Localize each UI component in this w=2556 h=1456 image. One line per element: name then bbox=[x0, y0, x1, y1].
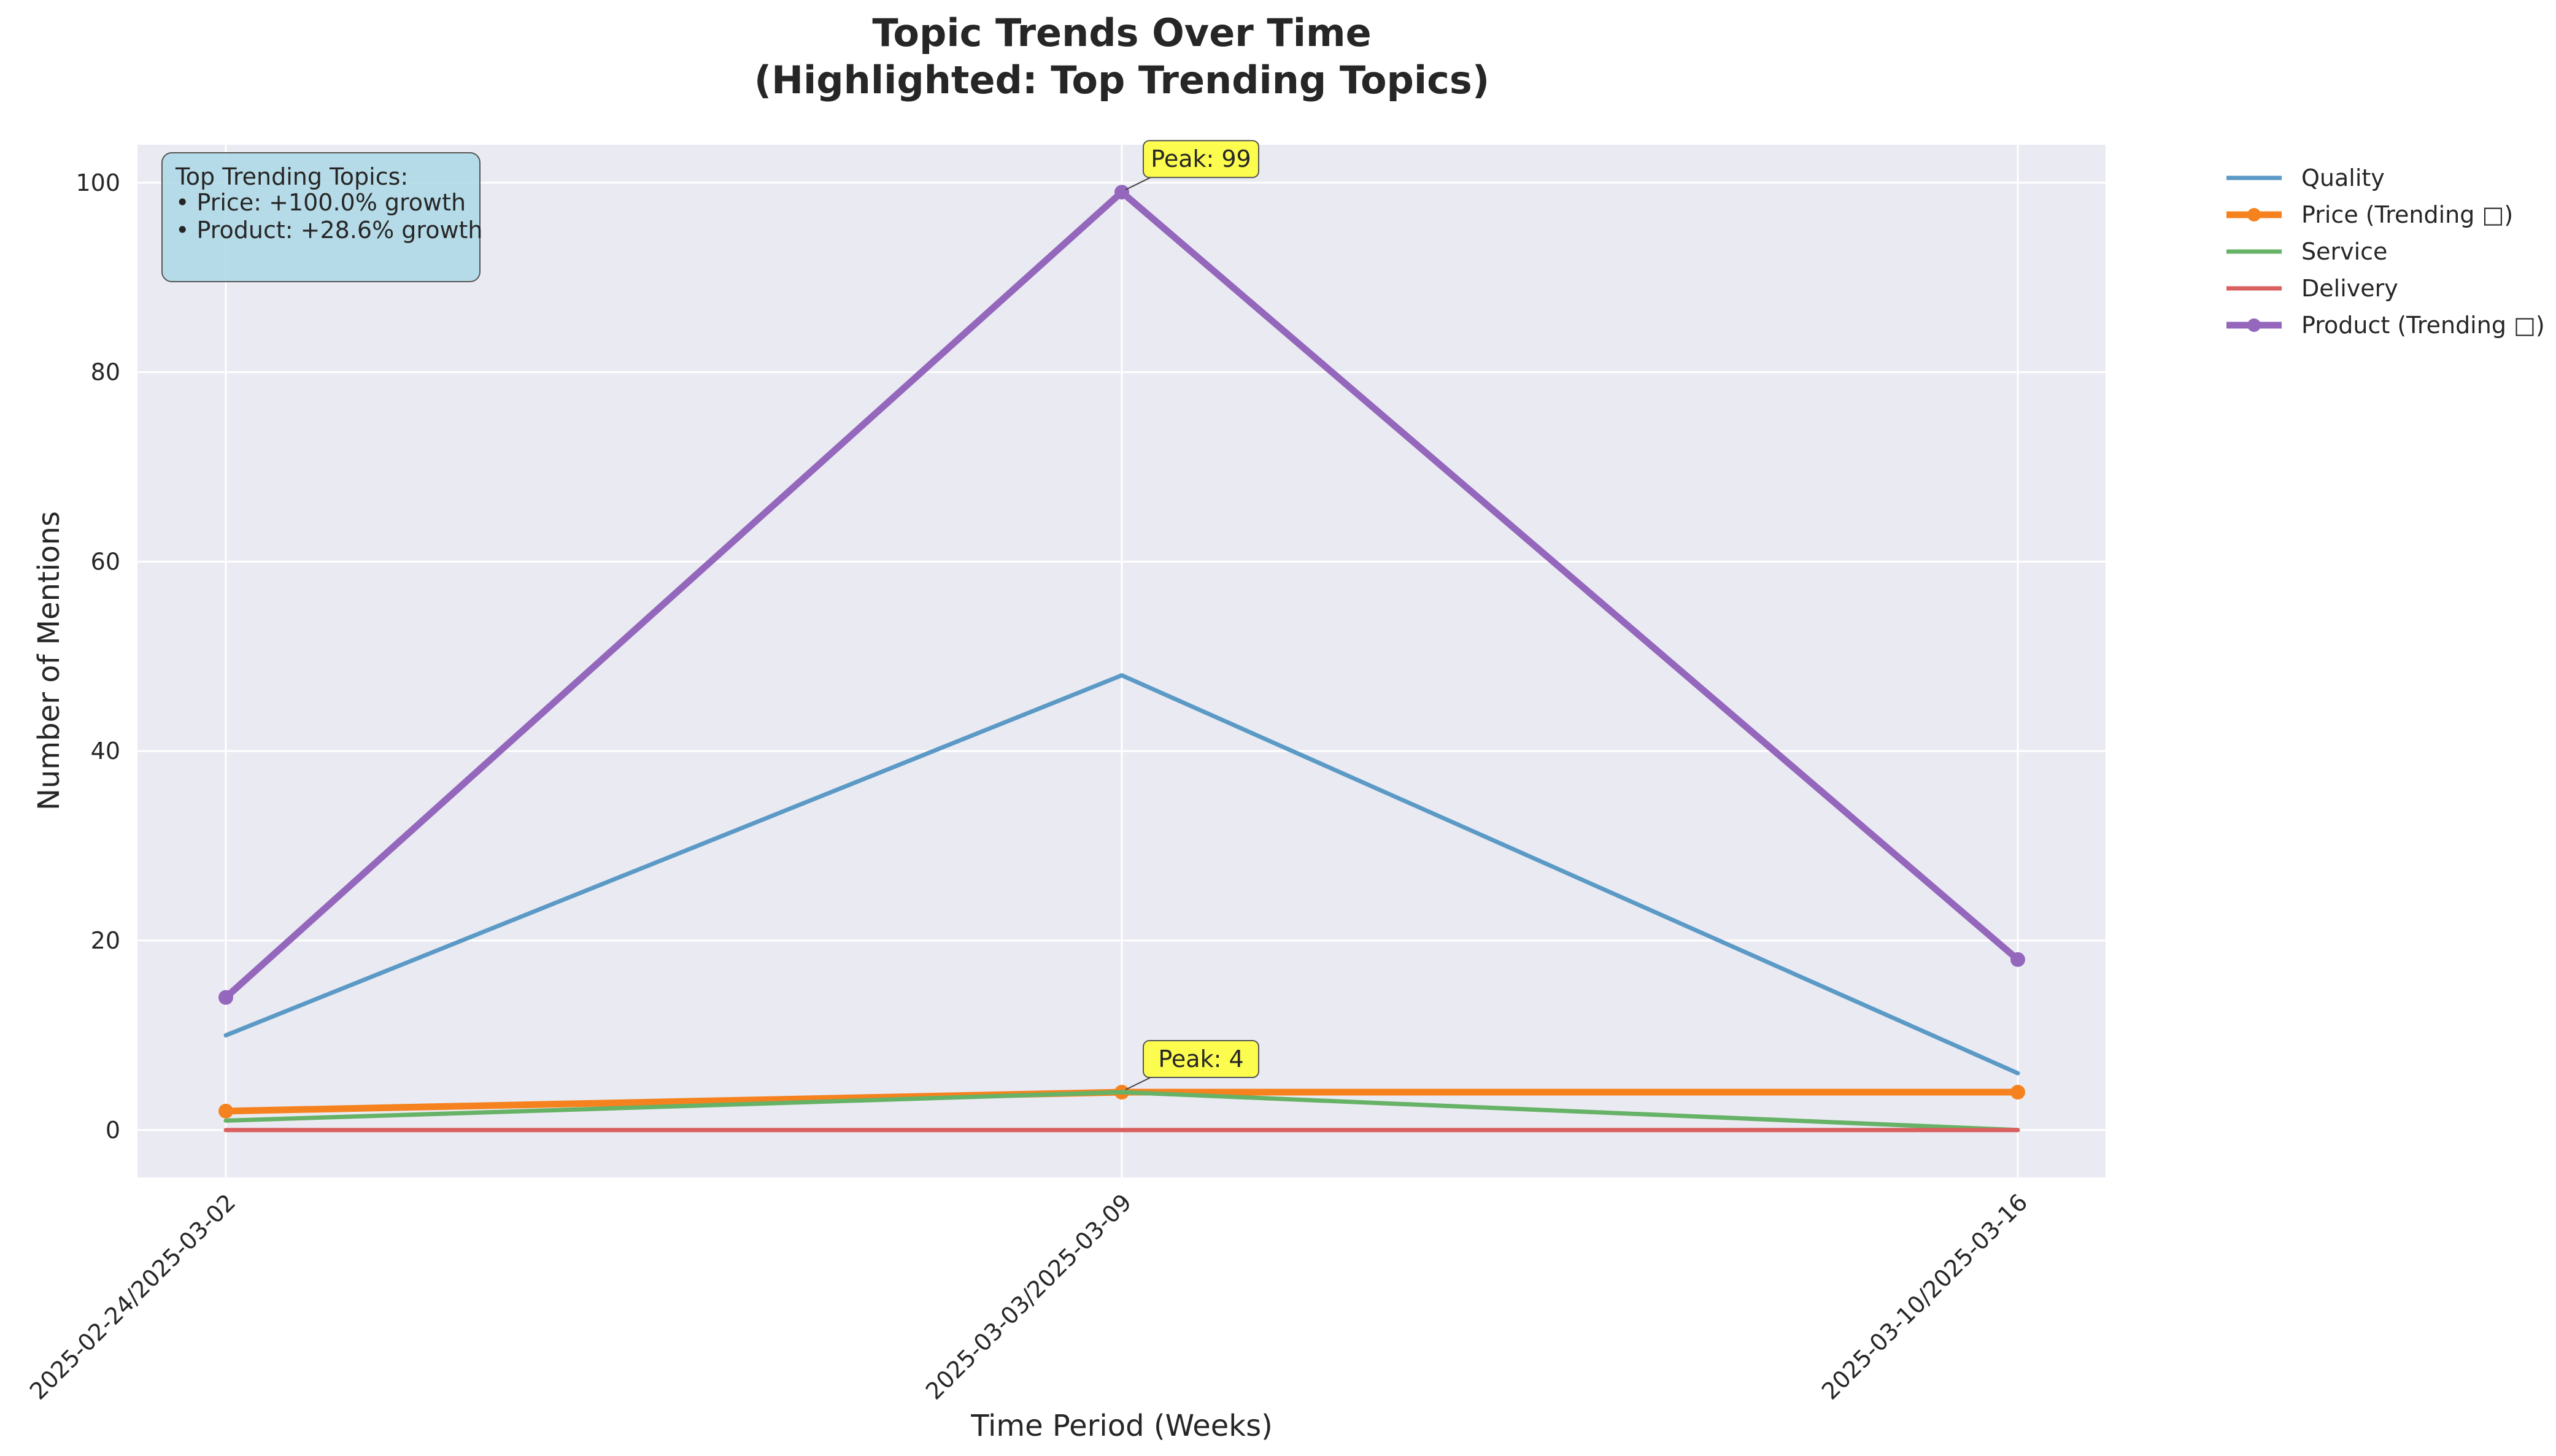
info-box-line: Top Trending Topics: bbox=[175, 163, 408, 190]
chart-title-line2: (Highlighted: Top Trending Topics) bbox=[754, 58, 1489, 102]
info-box-line: • Product: +28.6% growth bbox=[176, 217, 483, 244]
peak-label: Peak: 4 bbox=[1158, 1046, 1243, 1073]
y-tick-label: 0 bbox=[106, 1117, 120, 1144]
peak-annotations: Peak: 99 Peak: 4 bbox=[1125, 140, 1259, 1090]
y-tick-labels: 0 20 40 60 80 100 bbox=[75, 169, 120, 1144]
x-tick-labels: 2025-02-24/2025-03-02 2025-03-03/2025-03-… bbox=[25, 1188, 2033, 1404]
series-line bbox=[223, 1090, 2020, 1133]
legend-marker bbox=[2247, 208, 2261, 221]
legend: Quality Price (Trending □) Service Delivery… bbox=[2226, 164, 2545, 339]
info-box-line: • Price: +100.0% growth bbox=[176, 189, 466, 216]
y-axis-label: Number of Mentions bbox=[32, 511, 66, 811]
y-tick-label: 100 bbox=[75, 169, 120, 196]
info-box: Top Trending Topics: • Price: +100.0% gr… bbox=[161, 152, 483, 282]
legend-label: Service bbox=[2301, 238, 2387, 265]
series-line bbox=[223, 673, 2020, 1076]
series-point bbox=[218, 1103, 233, 1119]
y-tick-label: 40 bbox=[91, 738, 120, 765]
x-axis-label: Time Period (Weeks) bbox=[970, 1409, 1273, 1443]
legend-label: Delivery bbox=[2301, 275, 2398, 302]
peak-label-box bbox=[1143, 1040, 1259, 1079]
peak-arrow bbox=[1125, 1077, 1151, 1090]
peak-arrow bbox=[1125, 177, 1151, 191]
x-tick-label: 2025-03-03/2025-03-09 bbox=[921, 1188, 1137, 1404]
legend-label: Quality bbox=[2301, 164, 2385, 191]
y-tick-label: 80 bbox=[91, 359, 120, 386]
series-point bbox=[1114, 185, 1129, 200]
peak-label-box bbox=[1143, 140, 1259, 179]
peak-label: Peak: 99 bbox=[1151, 145, 1251, 172]
y-tick-label: 20 bbox=[91, 927, 120, 954]
legend-label: Product (Trending □) bbox=[2301, 312, 2545, 339]
series-point bbox=[2010, 1085, 2025, 1100]
legend-marker bbox=[2247, 318, 2261, 332]
x-tick-label: 2025-02-24/2025-03-02 bbox=[25, 1188, 241, 1404]
y-tick-label: 60 bbox=[91, 548, 120, 575]
series-layer bbox=[218, 185, 2025, 1133]
series-point bbox=[218, 990, 233, 1005]
series-point bbox=[2010, 952, 2025, 967]
x-tick-label: 2025-03-10/2025-03-16 bbox=[1817, 1188, 2033, 1404]
chart-title-line1: Topic Trends Over Time bbox=[872, 10, 1371, 55]
legend-label: Price (Trending □) bbox=[2301, 201, 2513, 228]
info-box-background bbox=[161, 152, 481, 282]
